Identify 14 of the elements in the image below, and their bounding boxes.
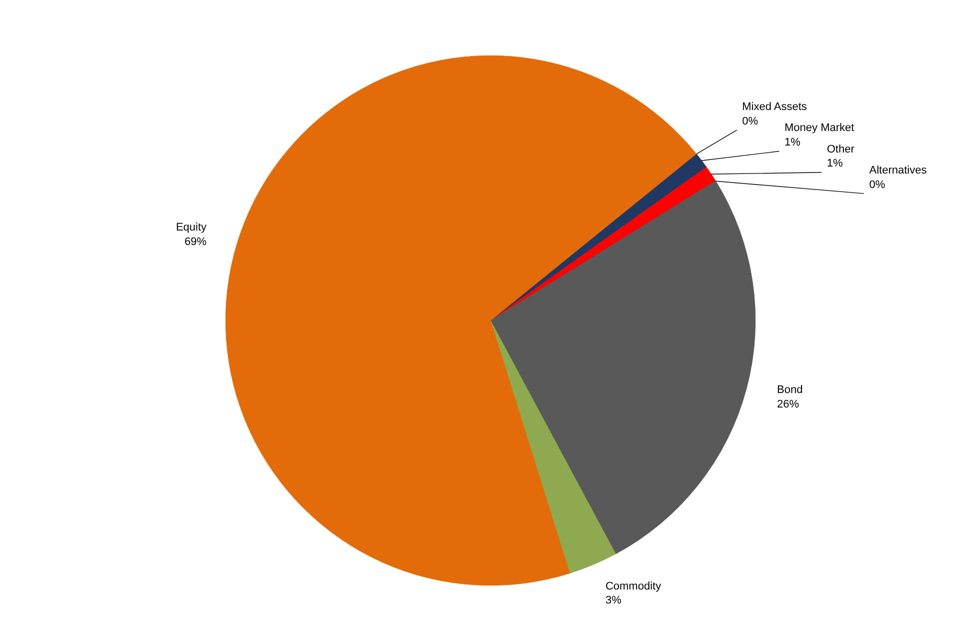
slice-label: Commodity xyxy=(605,580,662,592)
slice-label: Other xyxy=(826,143,855,156)
data-label: 26% xyxy=(777,398,800,410)
slice-label: Equity xyxy=(176,222,208,234)
data-label: 1% xyxy=(784,136,801,149)
data-label: 3% xyxy=(605,594,622,607)
data-label: 1% xyxy=(826,158,843,170)
category-label: Alternatives xyxy=(869,164,927,176)
data-label: 69% xyxy=(184,236,207,248)
category-label: Mixed Assets xyxy=(742,101,807,114)
text: 0% xyxy=(742,115,758,128)
slice-label: Bond xyxy=(777,384,803,396)
text: 0% xyxy=(869,178,886,191)
slice-label: Money Market xyxy=(784,122,854,134)
